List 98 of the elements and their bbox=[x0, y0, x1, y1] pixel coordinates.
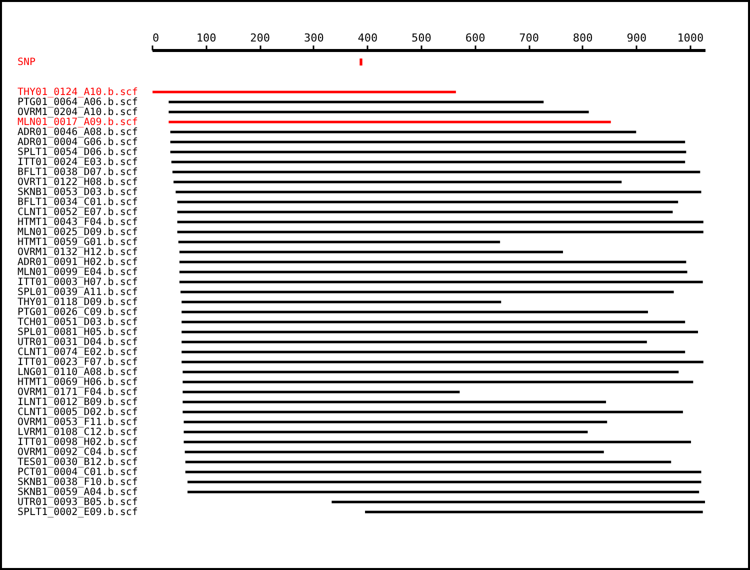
y-tick-label: OVRM1_0053_F11.b.scf bbox=[18, 417, 138, 428]
y-tick-label: SKNB1_0059_A04.b.scf bbox=[18, 487, 138, 498]
y-tick-label: OVRM1_0171_F04.b.scf bbox=[18, 387, 138, 398]
y-tick-label: THY01_0118_D09.b.scf bbox=[18, 297, 138, 308]
bar bbox=[188, 480, 702, 484]
y-tick-label: CLNT1_0005_D02.b.scf bbox=[18, 407, 138, 418]
y-tick-label: BFLT1_0038_D07.b.scf bbox=[18, 167, 138, 178]
bar bbox=[168, 120, 611, 124]
bar bbox=[171, 160, 686, 164]
bar bbox=[182, 370, 679, 374]
bar bbox=[178, 240, 500, 244]
x-tick-label: 700 bbox=[519, 32, 539, 44]
y-tick-label: OVRM1_0204_A10.b.scf bbox=[18, 107, 138, 118]
bar bbox=[182, 350, 686, 354]
bar bbox=[182, 300, 502, 304]
bar bbox=[177, 230, 704, 234]
bar bbox=[184, 440, 692, 444]
bar bbox=[182, 390, 460, 394]
y-tick-label: CLNT1_0052_E07.b.scf bbox=[18, 207, 138, 218]
y-tick-label: SKNB1_0053_D03.b.scf bbox=[18, 187, 138, 198]
bar bbox=[172, 170, 700, 174]
bar bbox=[168, 110, 589, 114]
y-tick-label: PCT01_0004_C01.b.scf bbox=[18, 467, 138, 478]
y-tick-label: PTG01_0026_C09.b.scf bbox=[18, 307, 138, 318]
bar bbox=[188, 490, 700, 494]
bar bbox=[179, 260, 686, 264]
bar bbox=[174, 180, 622, 184]
bar bbox=[170, 150, 686, 154]
bar bbox=[176, 190, 702, 194]
x-tick-label: 600 bbox=[465, 32, 486, 44]
y-tick-label: SPLT1_0002_E09.b.scf bbox=[18, 507, 138, 518]
y-tick-label: TCH01_0051_D03.b.scf bbox=[18, 317, 138, 328]
bar bbox=[177, 210, 673, 214]
y-tick-label: OVRM1_0132_H12.b.scf bbox=[18, 247, 138, 258]
bar bbox=[179, 270, 688, 274]
y-tick-label: HTMT1_0043_F04.b.scf bbox=[18, 217, 138, 228]
bar bbox=[332, 500, 705, 504]
y-tick-label: UTR01_0031_D04.b.scf bbox=[18, 337, 138, 348]
y-tick-label: ADR01_0046_A08.b.scf bbox=[18, 127, 138, 138]
y-tick-label: HTMT1_0069_H06.b.scf bbox=[18, 377, 138, 388]
bar bbox=[170, 130, 636, 134]
y-tick-label: SNP bbox=[18, 57, 36, 68]
bar bbox=[182, 380, 694, 384]
y-tick-label: ITT01_0024_E03.b.scf bbox=[18, 157, 138, 168]
bar bbox=[184, 420, 608, 424]
bar bbox=[179, 250, 563, 254]
y-tick-label: OVRT1_0122_H08.b.scf bbox=[18, 177, 138, 188]
bar bbox=[185, 460, 672, 464]
y-tick-label: HTMT1_0059_G01.b.scf bbox=[18, 237, 138, 248]
y-tick-label: UTR01_0093_B05.b.scf bbox=[18, 497, 138, 508]
bar bbox=[170, 140, 686, 144]
bar bbox=[177, 200, 678, 204]
y-tick-label: ADR01_0004_G06.b.scf bbox=[18, 137, 138, 148]
bar bbox=[182, 310, 648, 314]
x-tick-label: 500 bbox=[412, 32, 432, 44]
bar bbox=[179, 280, 703, 284]
y-tick-label: SPLT1_0054_D06.b.scf bbox=[18, 147, 138, 158]
bar bbox=[182, 330, 698, 334]
x-tick-label: 300 bbox=[304, 32, 324, 44]
x-tick-label: 0 bbox=[152, 32, 160, 44]
y-tick-label: MLN01_0017_A09.b.scf bbox=[18, 117, 138, 128]
y-tick-label: ITT01_0098_H02.b.scf bbox=[18, 437, 138, 448]
y-tick-label: SPL01_0039_A11.b.scf bbox=[18, 287, 138, 298]
y-tick-label: ADR01_0091_H02.b.scf bbox=[18, 257, 138, 268]
y-tick-label: ITT01_0023_F07.b.scf bbox=[18, 357, 138, 368]
x-tick-label: 900 bbox=[626, 32, 647, 44]
x-tick-label: 800 bbox=[572, 32, 593, 44]
bar bbox=[182, 410, 683, 414]
bar bbox=[182, 320, 686, 324]
bar bbox=[152, 90, 456, 94]
y-tick-label: MLN01_0099_E04.b.scf bbox=[18, 267, 138, 278]
y-tick-label: THY01_0124_A10.b.scf bbox=[18, 87, 138, 98]
y-tick-label: OVRM1_0092_C04.b.scf bbox=[18, 447, 138, 458]
y-tick-label: PTG01_0064_A06.b.scf bbox=[18, 97, 138, 108]
y-tick-label: ILNT1_0012_B09.b.scf bbox=[18, 397, 138, 408]
bar bbox=[177, 220, 704, 224]
y-tick-label: LVRM1_0108_C12.b.scf bbox=[18, 427, 138, 438]
y-tick-label: SPL01_0081_H05.b.scf bbox=[18, 327, 138, 338]
x-tick-label: 1000 bbox=[677, 32, 704, 44]
bar bbox=[182, 400, 606, 404]
bar bbox=[185, 470, 702, 474]
y-tick-label: BFLT1_0034_C01.b.scf bbox=[18, 197, 138, 208]
y-tick-label: TES01_0030_B12.b.scf bbox=[18, 457, 138, 468]
bar bbox=[180, 290, 674, 294]
bar bbox=[184, 450, 604, 454]
bar bbox=[184, 430, 588, 434]
y-tick-label: ITT01_0003_H07.b.scf bbox=[18, 277, 138, 288]
bar bbox=[168, 100, 544, 104]
bar bbox=[182, 360, 704, 364]
x-tick-label: 400 bbox=[358, 32, 378, 44]
y-tick-label: CLNT1_0074_E02.b.scf bbox=[18, 347, 138, 358]
y-tick-label: LNG01_0110_A08.b.scf bbox=[18, 367, 138, 378]
y-tick-label: SKNB1_0038_F10.b.scf bbox=[18, 477, 138, 488]
bar bbox=[365, 510, 703, 514]
bar bbox=[182, 340, 647, 344]
y-tick-label: MLN01_0025_D09.b.scf bbox=[18, 227, 138, 238]
x-tick-label: 100 bbox=[196, 32, 216, 44]
x-tick-label: 200 bbox=[250, 32, 270, 44]
